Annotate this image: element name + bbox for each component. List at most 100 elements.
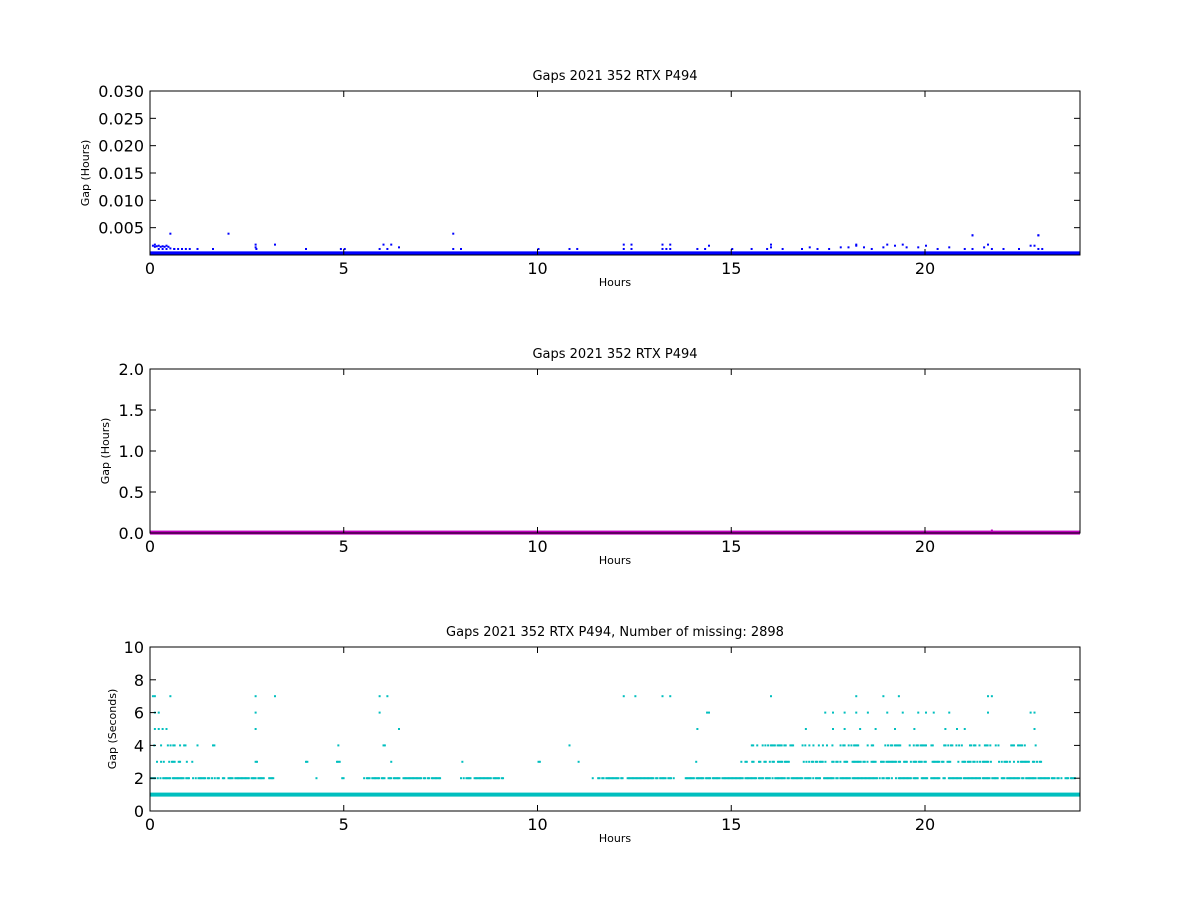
data-point	[663, 777, 666, 780]
data-point	[872, 744, 875, 747]
data-point	[744, 760, 747, 763]
data-point	[984, 760, 987, 763]
data-point	[1019, 744, 1022, 747]
data-point	[766, 247, 769, 250]
data-point	[882, 695, 885, 698]
data-point	[843, 728, 846, 730]
data-point	[827, 777, 830, 780]
data-point	[383, 744, 386, 747]
data-point	[1033, 244, 1036, 247]
data-point	[899, 777, 902, 780]
data-point	[969, 777, 972, 780]
data-point	[216, 777, 219, 780]
data-point	[805, 777, 808, 780]
data-point	[907, 777, 910, 780]
data-point	[179, 744, 182, 747]
data-point	[801, 777, 804, 780]
data-point	[745, 777, 748, 780]
data-point	[610, 777, 613, 780]
data-point	[713, 777, 716, 780]
data-point	[884, 744, 887, 747]
data-point	[201, 777, 204, 780]
data-point	[831, 777, 834, 780]
data-point	[773, 744, 776, 747]
data-point	[913, 777, 916, 780]
data-point	[936, 247, 939, 250]
data-point	[958, 777, 961, 780]
data-point	[725, 777, 728, 780]
data-point	[1019, 760, 1022, 763]
data-point	[157, 244, 160, 247]
data-point	[972, 777, 975, 780]
data-point	[437, 777, 440, 780]
data-point	[1036, 760, 1039, 763]
data-point	[764, 760, 767, 763]
data-point	[752, 760, 755, 763]
data-point	[478, 777, 481, 780]
data-point	[257, 777, 260, 780]
data-point	[305, 247, 307, 250]
data-point	[904, 777, 907, 780]
data-point	[641, 777, 644, 780]
data-point	[217, 777, 220, 780]
data-point	[670, 777, 673, 780]
data-point	[1069, 777, 1072, 780]
y-tick-label: 0	[134, 802, 144, 821]
data-point	[943, 777, 946, 780]
data-point	[202, 777, 205, 780]
data-point	[602, 777, 605, 780]
data-point	[630, 243, 633, 246]
data-point	[1017, 777, 1020, 780]
data-point	[852, 777, 855, 780]
data-point	[960, 744, 963, 747]
data-point	[888, 777, 891, 780]
data-point	[886, 243, 889, 246]
data-point	[669, 243, 672, 246]
data-point	[343, 247, 346, 250]
data-point	[235, 777, 238, 780]
data-point	[832, 728, 834, 730]
data-point	[185, 777, 188, 780]
data-point	[979, 777, 982, 780]
data-point	[836, 777, 839, 780]
data-point	[793, 777, 796, 780]
data-point	[690, 777, 693, 780]
data-point	[915, 760, 918, 763]
data-point	[851, 760, 854, 763]
data-point	[843, 744, 846, 747]
data-point	[402, 777, 405, 780]
data-point	[949, 777, 952, 780]
data-point	[153, 728, 156, 730]
data-point	[932, 711, 935, 714]
data-point	[941, 760, 944, 763]
data-point	[987, 777, 990, 780]
data-point	[1064, 777, 1067, 780]
data-point	[968, 744, 971, 747]
data-point	[978, 744, 981, 747]
data-point	[790, 777, 793, 780]
data-point	[903, 777, 906, 780]
y-tick-label: 0.005	[98, 219, 144, 238]
data-point	[661, 777, 664, 780]
data-point	[1041, 247, 1044, 250]
data-point	[993, 777, 996, 780]
data-point	[792, 744, 795, 747]
data-point	[874, 760, 877, 763]
data-point	[405, 777, 408, 780]
data-point	[696, 728, 699, 730]
data-point	[961, 760, 964, 763]
data-point	[1022, 760, 1025, 763]
data-point	[204, 777, 207, 780]
data-point	[378, 695, 381, 698]
data-point	[1027, 777, 1030, 780]
data-point	[816, 760, 819, 763]
data-point	[1011, 744, 1014, 747]
data-point	[1038, 760, 1041, 763]
y-axis-label: Gap (Hours)	[79, 140, 92, 207]
data-point	[882, 246, 885, 249]
data-point	[371, 777, 374, 780]
data-point	[452, 247, 455, 250]
data-point	[160, 744, 163, 747]
data-point	[846, 760, 849, 763]
data-point	[1031, 777, 1034, 780]
